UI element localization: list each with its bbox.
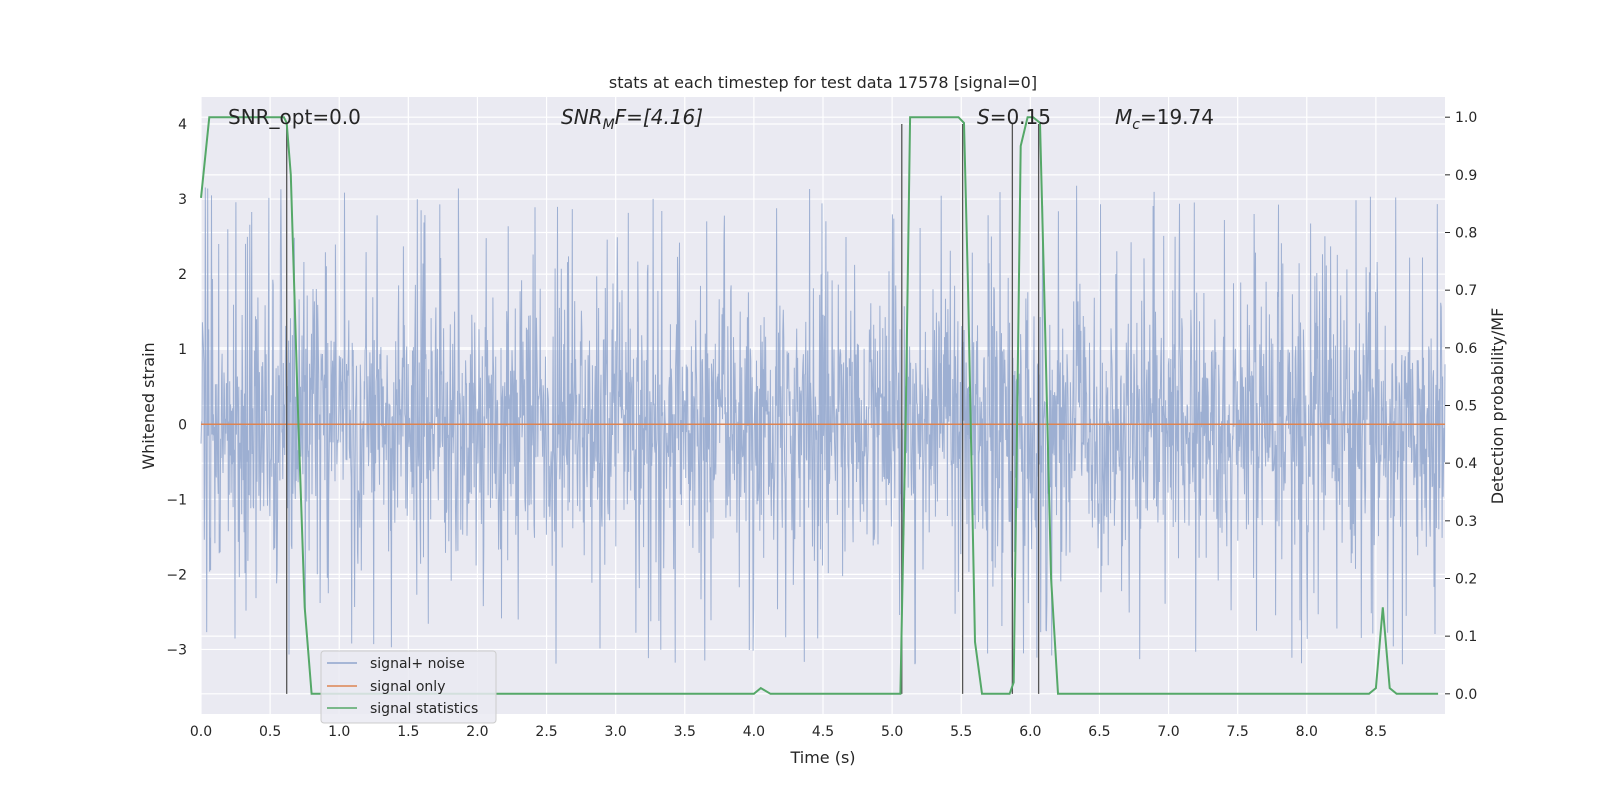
left-y-axis-label: Whitened strain (139, 342, 158, 469)
plot-area (200, 97, 1446, 714)
legend-label-statistics: signal statistics (370, 701, 478, 717)
x-tick-label: 3.0 (605, 724, 627, 740)
signal-noise-series (200, 185, 1446, 665)
x-tick-label: 8.5 (1365, 724, 1387, 740)
left-y-tick-label: −1 (166, 492, 187, 508)
annotation-s-main: S (977, 105, 990, 129)
legend-label-noise: signal+ noise (370, 656, 465, 672)
right-y-tick-label: 0.9 (1455, 168, 1477, 184)
left-y-tick-label: −2 (166, 567, 187, 583)
x-tick-label: 6.5 (1088, 724, 1110, 740)
x-tick-label: 1.0 (328, 724, 350, 740)
annotation-snr-opt: SNR_opt=0.0 (228, 105, 361, 129)
x-axis-ticks: 0.0 0.5 1.0 1.5 2.0 2.5 3.0 3.5 4.0 4.5 5.0 5.5 6.0 6… (190, 724, 1387, 740)
right-y-tick-label: 0.8 (1455, 226, 1477, 242)
signal-statistics-series (200, 116, 1439, 695)
left-y-tick-label: 0 (178, 417, 187, 433)
annotation-mc: Mc=19.74 (1115, 105, 1214, 133)
left-y-tick-label: 1 (178, 342, 187, 358)
x-tick-label: 7.0 (1157, 724, 1179, 740)
x-tick-label: 1.5 (397, 724, 419, 740)
x-tick-label: 2.0 (466, 724, 488, 740)
annotation-snr-mf-main: SNR (561, 105, 603, 129)
left-y-tick-label: 4 (178, 117, 187, 133)
signal-noise-line (200, 185, 1446, 665)
annotation-mc-main: M (1115, 105, 1132, 129)
annotation-mc-rest: =19.74 (1140, 105, 1214, 129)
right-y-tick-label: 0.5 (1455, 399, 1477, 415)
x-tick-label: 4.0 (743, 724, 765, 740)
annotation-mc-sub: c (1132, 117, 1140, 133)
right-y-tick-label: 1.0 (1455, 110, 1477, 126)
x-tick-label: 5.5 (950, 724, 972, 740)
right-y-tick-label: 0.4 (1455, 456, 1477, 472)
annotation-s-rest: =0.15 (990, 105, 1051, 129)
x-tick-label: 4.5 (812, 724, 834, 740)
x-tick-label: 7.5 (1227, 724, 1249, 740)
legend: signal+ noise signal only signal statist… (320, 650, 497, 724)
annotation-snr-mf-sub: M (603, 117, 615, 133)
right-y-tick-label: 0.6 (1455, 341, 1477, 357)
right-y-tick-label: 0.7 (1455, 283, 1477, 299)
x-tick-label: 5.0 (881, 724, 903, 740)
legend-label-signal-only: signal only (370, 679, 445, 695)
x-tick-label: 0.5 (259, 724, 281, 740)
right-y-tick-label: 0.0 (1455, 687, 1477, 703)
annotation-snr-mf: SNRMF=[4.16] (561, 105, 703, 133)
right-y-tick-label: 0.1 (1455, 629, 1477, 645)
right-y-tick-label: 0.2 (1455, 571, 1477, 587)
right-y-axis-ticks: 1.0 0.9 0.8 0.7 0.6 0.5 0.4 0.3 0.2 0.1 0.0 (1445, 110, 1477, 703)
signal-statistics-line (200, 116, 1439, 695)
right-y-tick-label: 0.3 (1455, 514, 1477, 530)
legend-box (320, 650, 497, 724)
x-tick-label: 3.5 (674, 724, 696, 740)
annotation-snr-mf-rest: F=[4.16] (615, 105, 703, 129)
left-y-tick-label: −3 (166, 642, 187, 658)
left-y-tick-label: 3 (178, 192, 187, 208)
x-tick-label: 0.0 (190, 724, 212, 740)
left-y-axis-ticks: 4 3 2 1 0 −1 −2 −3 (166, 117, 187, 658)
annotation-s: S=0.15 (977, 105, 1051, 129)
x-axis-label: Time (s) (789, 748, 855, 767)
x-tick-label: 2.5 (535, 724, 557, 740)
left-y-tick-label: 2 (178, 267, 187, 283)
x-tick-label: 8.0 (1296, 724, 1318, 740)
chart-title: stats at each timestep for test data 175… (609, 73, 1037, 92)
x-tick-label: 6.0 (1019, 724, 1041, 740)
right-y-axis-label: Detection probability/MF (1488, 308, 1507, 505)
